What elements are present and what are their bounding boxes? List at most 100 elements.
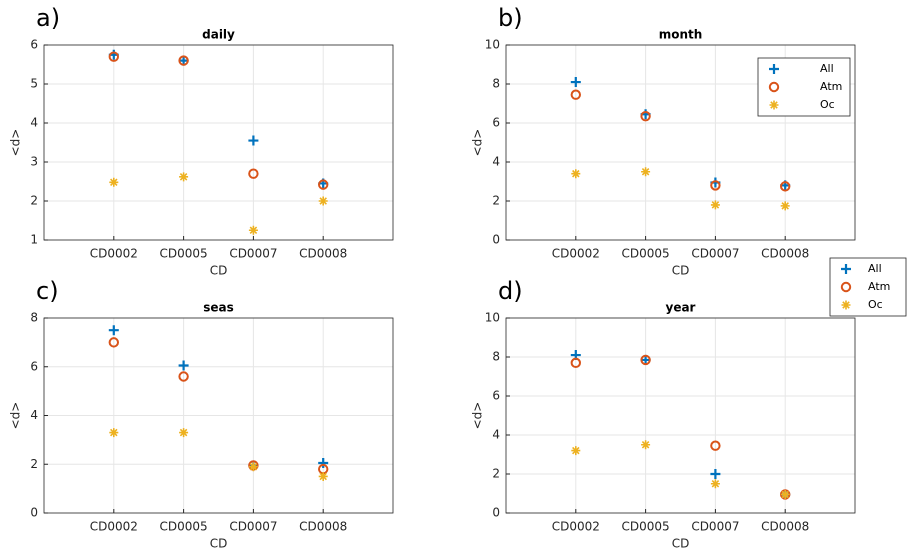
y-tick-label: 0 [30, 506, 38, 520]
x-tick-label: CD0002 [552, 520, 600, 534]
y-tick-label: 4 [30, 408, 38, 422]
marker-asterisk [641, 167, 651, 177]
y-tick-label: 2 [492, 467, 500, 481]
legend-label: All [820, 62, 834, 75]
x-axis-label: CD [210, 537, 228, 551]
y-axis-label: <d> [471, 402, 485, 430]
marker-plus [178, 360, 189, 371]
marker-circle [570, 357, 581, 369]
y-tick-label: 0 [492, 233, 500, 247]
x-tick-label: CD0007 [229, 247, 277, 261]
marker-asterisk [318, 471, 328, 481]
panel-label: b) [498, 4, 523, 32]
y-axis-label: <d> [9, 402, 23, 430]
legend-label: Oc [868, 298, 883, 311]
marker-circle [570, 89, 581, 100]
legend-label: Oc [820, 98, 835, 111]
marker-asterisk [571, 169, 581, 179]
axes-box [43, 44, 394, 241]
marker-asterisk [780, 201, 790, 211]
x-tick-label: CD0005 [622, 520, 670, 534]
x-tick-label: CD0005 [160, 520, 208, 534]
x-tick-label: CD0002 [552, 247, 600, 261]
marker-asterisk [641, 440, 651, 450]
x-tick-label: CD0007 [691, 520, 739, 534]
x-tick-label: CD0007 [691, 247, 739, 261]
plot-area [506, 318, 855, 513]
y-tick-label: 1 [30, 233, 38, 247]
y-tick-label: 6 [492, 116, 500, 130]
y-tick-label: 2 [30, 457, 38, 471]
marker-circle [710, 440, 721, 451]
marker-asterisk [248, 462, 258, 472]
panel-label: d) [498, 277, 523, 305]
y-tick-label: 6 [492, 389, 500, 403]
marker-asterisk [109, 177, 119, 187]
marker-circle [178, 371, 189, 382]
x-axis-label: CD [672, 264, 690, 278]
y-tick-label: 4 [492, 155, 500, 169]
y-tick-label: 3 [30, 155, 38, 169]
marker-asterisk [248, 225, 258, 235]
y-tick-label: 10 [485, 311, 500, 325]
marker-asterisk [780, 489, 790, 499]
marker-plus [318, 458, 329, 469]
y-tick-label: 4 [492, 428, 500, 442]
marker-circle [780, 181, 791, 192]
x-axis-label: CD [672, 537, 690, 551]
chart-title: year [666, 301, 696, 315]
marker-asterisk [179, 172, 189, 182]
chart-title: daily [202, 28, 235, 42]
marker-asterisk [109, 428, 119, 438]
marker-plus [248, 135, 259, 146]
x-tick-label: CD0008 [761, 520, 809, 534]
x-tick-label: CD0002 [90, 520, 138, 534]
legend-marker [841, 264, 851, 274]
marker-asterisk [318, 196, 328, 206]
chart-title: seas [203, 301, 234, 315]
legend-marker [769, 64, 779, 74]
marker-circle [248, 168, 259, 179]
marker-circle [640, 354, 651, 366]
y-tick-label: 2 [492, 194, 500, 208]
x-axis-label: CD [210, 264, 228, 278]
y-tick-label: 8 [30, 311, 38, 325]
axes-box [505, 44, 856, 241]
marker-asterisk [571, 446, 581, 456]
marker-circle [318, 179, 329, 190]
legend-marker [769, 100, 779, 110]
legend-marker [840, 281, 852, 293]
legend-marker [768, 81, 780, 93]
marker-asterisk [710, 200, 720, 210]
x-tick-label: CD0007 [229, 520, 277, 534]
marker-circle [108, 337, 120, 348]
marker-circle [640, 110, 651, 122]
marker-plus [108, 325, 119, 336]
marker-plus [710, 469, 721, 479]
y-axis-label: <d> [471, 129, 485, 157]
marker-asterisk [179, 428, 189, 438]
y-tick-label: 5 [30, 77, 38, 91]
marker-plus [570, 77, 581, 88]
x-tick-label: CD0008 [299, 247, 347, 261]
x-tick-label: CD0005 [160, 247, 208, 261]
axes-box [505, 317, 856, 514]
legend-marker [841, 300, 851, 310]
panel-label: a) [36, 4, 60, 32]
y-tick-label: 6 [30, 359, 38, 373]
panel-label: c) [36, 277, 59, 305]
x-tick-label: CD0002 [90, 247, 138, 261]
y-tick-label: 2 [30, 194, 38, 208]
plot-area [44, 45, 393, 240]
marker-circle [108, 51, 120, 62]
marker-asterisk [710, 479, 720, 489]
legend-label: Atm [868, 280, 890, 293]
x-tick-label: CD0005 [622, 247, 670, 261]
legend-label: Atm [820, 80, 842, 93]
y-axis-label: <d> [9, 129, 23, 157]
legend-label: All [868, 262, 882, 275]
chart-title: month [659, 28, 703, 42]
y-tick-label: 8 [492, 77, 500, 91]
y-tick-label: 8 [492, 350, 500, 364]
